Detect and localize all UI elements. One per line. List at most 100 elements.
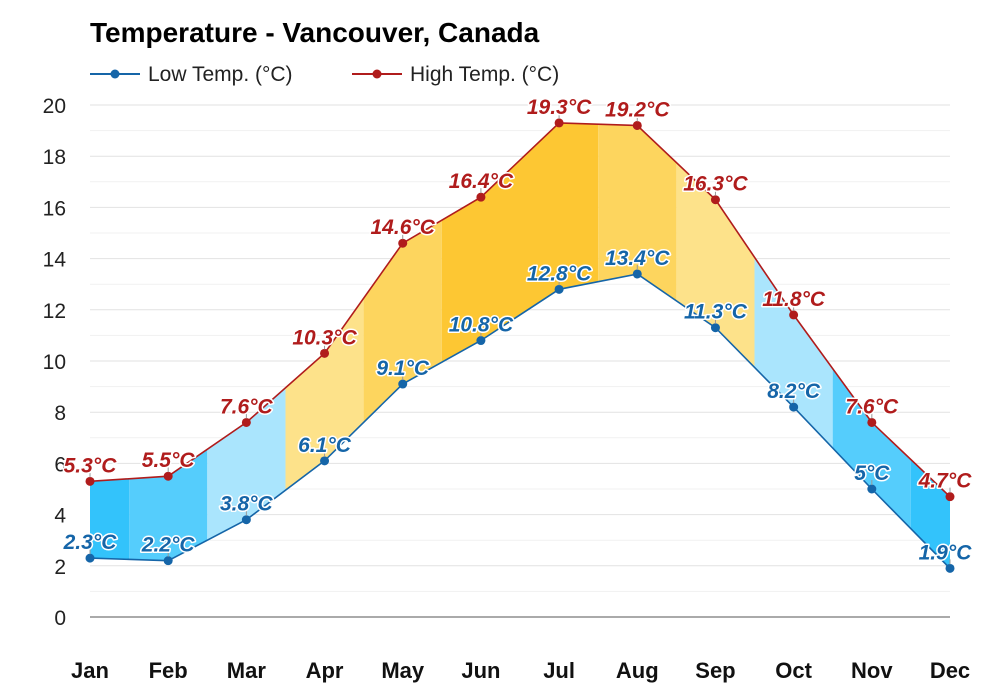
high-temp-line <box>89 122 951 498</box>
high-marker-sep[interactable] <box>710 195 720 205</box>
range-bands <box>90 122 950 569</box>
legend-item-low[interactable]: Low Temp. (°C) <box>90 63 293 86</box>
high-marker-jul[interactable] <box>554 118 564 128</box>
high-marker-may[interactable] <box>398 238 408 248</box>
high-label-sep: 16.3°C <box>683 173 748 196</box>
high-marker-dec[interactable] <box>945 492 955 502</box>
high-label-oct: 11.8°C <box>762 288 826 311</box>
high-marker-aug[interactable] <box>632 120 642 130</box>
low-label-nov: 5°C <box>854 462 890 485</box>
high-marker-feb[interactable] <box>163 471 173 481</box>
x-tick-label-dec: Dec <box>930 658 970 683</box>
low-marker-dec[interactable] <box>945 563 955 573</box>
x-tick-label-jul: Jul <box>543 658 575 683</box>
band-jan <box>90 478 130 560</box>
band-mar <box>207 387 286 541</box>
x-tick-label-aug: Aug <box>616 658 659 683</box>
high-label-jun: 16.4°C <box>449 170 514 193</box>
high-label-feb: 5.5°C <box>142 449 196 472</box>
y-tick-label-18: 18 <box>43 146 66 169</box>
band-dec <box>910 459 950 569</box>
low-marker-aug[interactable] <box>632 269 642 279</box>
high-label-nov: 7.6°C <box>845 395 899 418</box>
low-label-oct: 8.2°C <box>767 380 821 403</box>
high-marker-apr[interactable] <box>320 348 330 358</box>
low-marker-jun[interactable] <box>476 336 486 346</box>
band-may <box>363 220 442 423</box>
y-tick-label-20: 20 <box>43 95 66 118</box>
low-label-feb: 2.2°C <box>141 534 196 557</box>
x-tick-label-jun: Jun <box>461 658 500 683</box>
band-apr <box>285 298 364 491</box>
legend-label-high: High Temp. (°C) <box>410 63 559 86</box>
legend: Low Temp. (°C) High Temp. (°C) <box>90 63 559 86</box>
series-markers <box>85 118 955 573</box>
low-marker-nov[interactable] <box>867 484 877 494</box>
high-label-jul: 19.3°C <box>527 96 592 119</box>
y-tick-label-0: 0 <box>54 607 66 630</box>
y-tick-label-12: 12 <box>43 300 66 323</box>
low-label-may: 9.1°C <box>376 357 430 380</box>
x-axis: Jan Feb Mar Apr May Jun Jul Aug Sep Oct Nov Dec <box>71 658 970 683</box>
low-label-sep: 11.3°C <box>684 301 748 324</box>
high-marker-oct[interactable] <box>789 310 799 320</box>
high-marker-jun[interactable] <box>476 192 486 202</box>
high-marker-nov[interactable] <box>867 417 877 427</box>
high-label-mar: 7.6°C <box>220 395 274 418</box>
y-tick-label-8: 8 <box>54 402 66 425</box>
legend-marker-high <box>372 69 382 79</box>
chart-title: Temperature - Vancouver, Canada <box>90 17 540 48</box>
low-label-apr: 6.1°C <box>298 434 352 457</box>
low-marker-jan[interactable] <box>85 553 95 563</box>
band-feb <box>129 449 208 561</box>
y-tick-label-2: 2 <box>54 556 66 579</box>
low-marker-oct[interactable] <box>789 402 799 412</box>
high-label-may: 14.6°C <box>371 216 436 239</box>
low-marker-jul[interactable] <box>554 284 564 294</box>
low-temp-line <box>89 273 951 569</box>
series-lines <box>89 122 951 569</box>
low-label-jul: 12.8°C <box>527 262 592 285</box>
high-label-dec: 4.7°C <box>918 470 973 493</box>
band-aug <box>598 124 677 301</box>
high-marker-mar[interactable] <box>241 417 251 427</box>
band-sep <box>676 162 755 368</box>
legend-marker-low <box>110 69 120 79</box>
high-marker-jan[interactable] <box>85 476 95 486</box>
low-label-dec: 1.9°C <box>919 541 973 564</box>
x-tick-label-nov: Nov <box>851 658 893 683</box>
x-tick-label-mar: Mar <box>227 658 267 683</box>
low-marker-feb[interactable] <box>163 556 173 566</box>
y-tick-label-10: 10 <box>43 351 66 374</box>
low-marker-sep[interactable] <box>710 323 720 333</box>
x-tick-label-jan: Jan <box>71 658 109 683</box>
legend-item-high[interactable]: High Temp. (°C) <box>352 63 559 86</box>
x-tick-label-feb: Feb <box>149 658 188 683</box>
y-tick-label-6: 6 <box>54 453 66 476</box>
band-oct <box>754 257 833 448</box>
band-jun <box>441 160 520 363</box>
x-tick-label-may: May <box>381 658 425 683</box>
data-labels: 2.3°C 2.2°C 3.8°C 6.1°C 9.1°C 10.8°C 12.8°C 13.… <box>61 94 974 565</box>
band-nov <box>832 368 911 529</box>
low-label-mar: 3.8°C <box>220 493 274 516</box>
legend-label-low: Low Temp. (°C) <box>148 63 293 86</box>
y-tick-label-14: 14 <box>43 249 67 272</box>
low-label-aug: 13.4°C <box>605 247 670 270</box>
y-tick-label-4: 4 <box>54 505 66 528</box>
x-tick-label-oct: Oct <box>775 658 812 683</box>
low-label-jun: 10.8°C <box>449 314 514 337</box>
low-label-jan: 2.3°C <box>63 531 118 554</box>
band-jul <box>520 122 599 315</box>
y-axis: 0 2 4 6 8 10 12 14 16 18 20 <box>43 95 67 630</box>
low-marker-mar[interactable] <box>241 515 251 525</box>
high-label-jan: 5.3°C <box>64 454 118 477</box>
grid-lines <box>90 104 950 592</box>
x-tick-label-apr: Apr <box>306 658 344 683</box>
low-marker-may[interactable] <box>398 379 408 389</box>
high-label-aug: 19.2°C <box>605 98 670 121</box>
low-marker-apr[interactable] <box>320 456 330 466</box>
x-tick-label-sep: Sep <box>695 658 735 683</box>
high-label-apr: 10.3°C <box>292 326 357 349</box>
